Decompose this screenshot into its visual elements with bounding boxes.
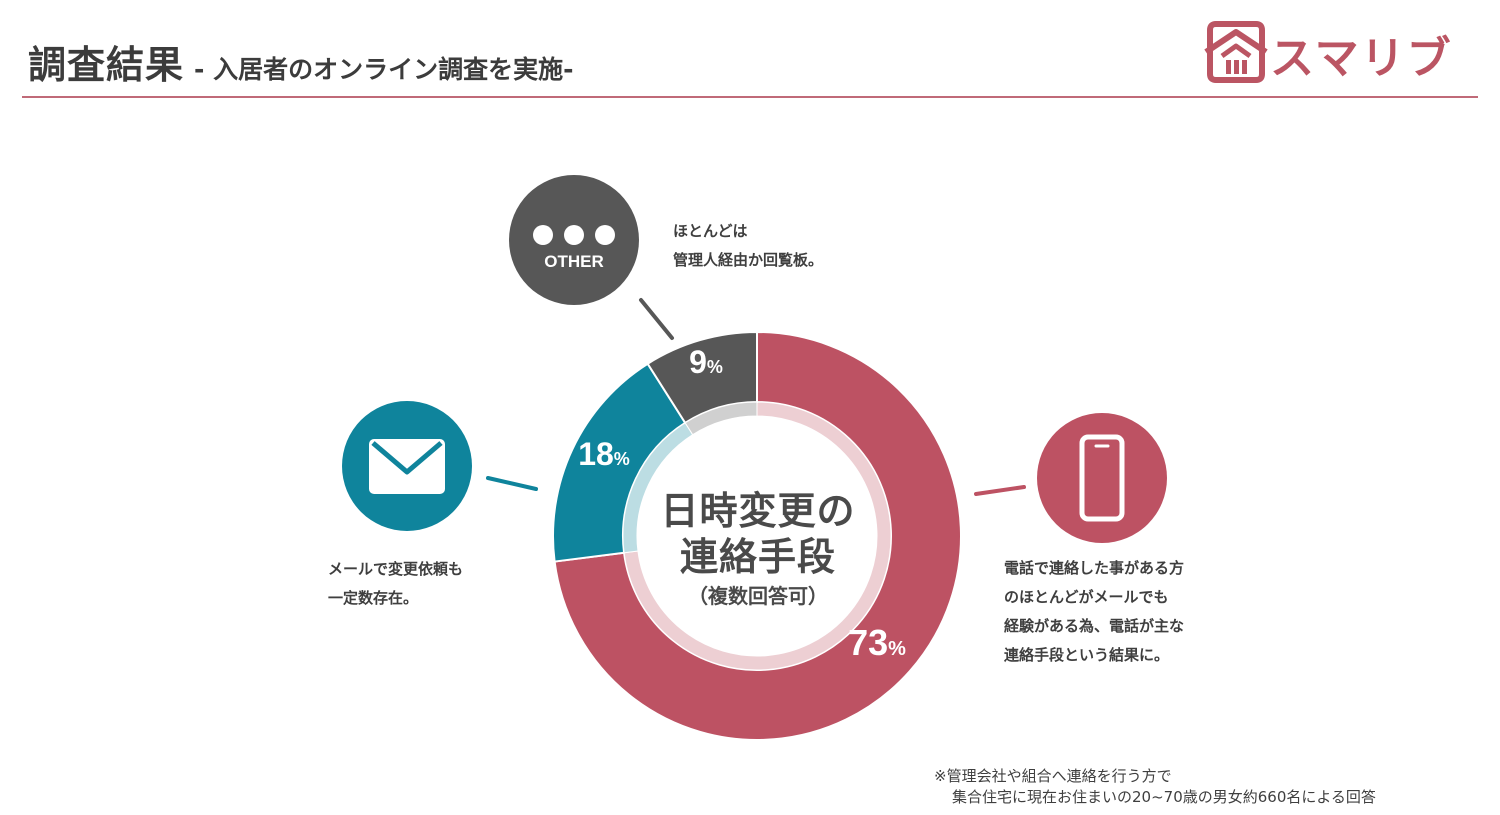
slice-value-label: 9% [689, 344, 723, 380]
more-dots-icon [533, 225, 553, 245]
more-dots-icon [564, 225, 584, 245]
annotation-line: のほとんどがメールでも [1004, 588, 1169, 606]
smartphone-icon [1079, 434, 1125, 522]
envelope-flap [371, 441, 443, 475]
annotation-phone: 電話で連絡した事がある方 のほとんどがメールでも 経験がある為、電話が主な 連絡… [1004, 554, 1184, 670]
center-title-line2: 連絡手段 [679, 535, 836, 579]
more-dots-icon [595, 225, 615, 245]
header-divider [22, 96, 1478, 98]
annotation-other: ほとんどは 管理人経由か回覧板。 [673, 217, 823, 275]
annotation-line: 電話で連絡した事がある方 [1004, 559, 1185, 577]
annotation-line: 経験がある為、電話が主な [1004, 617, 1185, 635]
annotation-line: メールで変更依頼も [328, 560, 464, 578]
annotation-line: 連絡手段という結果に。 [1004, 646, 1170, 664]
donut-hole [637, 416, 877, 656]
chart-center-title: 日時変更の 連絡手段 （複数回答可） [638, 488, 878, 612]
center-title-line1: 日時変更の [660, 489, 856, 533]
title-subtitle: - 入居者のオンライン調査を実施- [194, 55, 574, 84]
footnote-line2: 集合住宅に現在お住まいの20~70歳の男女約660名による回答 [952, 788, 1376, 806]
logo-house-icon [1204, 21, 1268, 83]
annotation-mail: メールで変更依頼も 一定数存在。 [328, 555, 463, 613]
footnote: ※管理会社や組合へ連絡を行う方で 集合住宅に現在お住まいの20~70歳の男女約6… [934, 766, 1376, 808]
page-title: 調査結果 - 入居者のオンライン調査を実施- [28, 34, 573, 89]
smartphone-icon-circle [1037, 413, 1167, 543]
connector-line-other [639, 298, 674, 340]
footnote-line1: ※管理会社や組合へ連絡を行う方で [934, 767, 1172, 785]
center-subtitle: （複数回答可） [688, 584, 828, 608]
logo-text: スマリブ [1270, 33, 1453, 84]
title-main: 調査結果 [28, 43, 185, 87]
annotation-line: 管理人経由か回覧板。 [673, 251, 824, 269]
connector-line-mail [486, 476, 538, 491]
connector-line-phone [974, 485, 1026, 496]
annotation-line: ほとんどは [673, 222, 748, 240]
annotation-line: 一定数存在。 [328, 589, 419, 607]
other-icon-label: OTHER [544, 252, 604, 271]
